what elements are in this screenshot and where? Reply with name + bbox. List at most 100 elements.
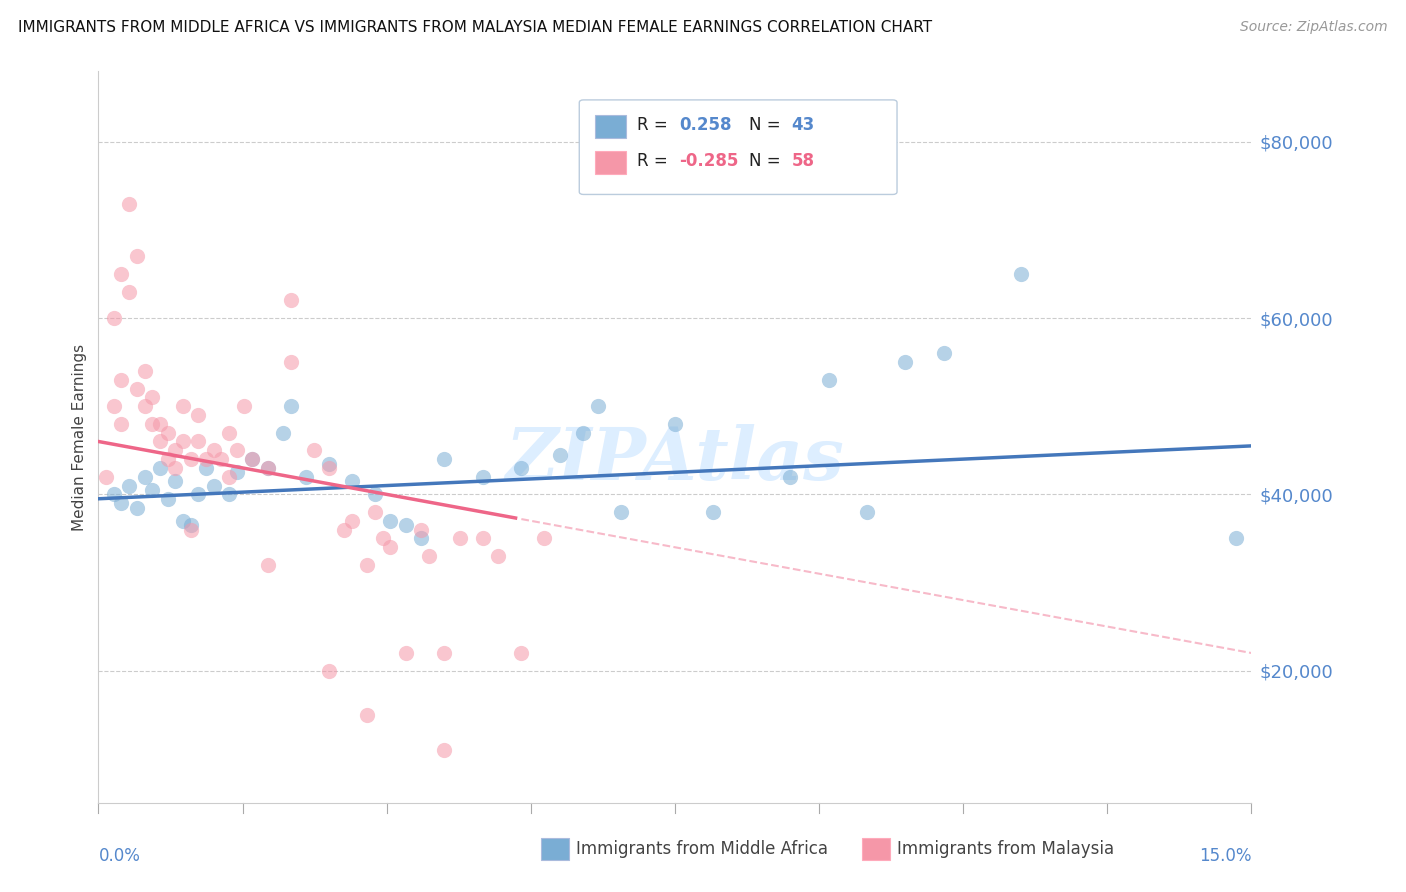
- Point: [103, 311, 125, 326]
- Point: [364, 487, 387, 501]
- Point: [134, 399, 156, 413]
- Point: [202, 443, 225, 458]
- Point: [411, 523, 433, 537]
- Point: [356, 707, 378, 722]
- Point: [141, 391, 163, 405]
- Point: [94, 469, 117, 483]
- Point: [856, 505, 879, 519]
- Text: R =: R =: [637, 116, 673, 134]
- Point: [318, 457, 340, 471]
- Point: [817, 373, 839, 387]
- Point: [471, 532, 494, 546]
- Point: [395, 646, 418, 660]
- Point: [256, 558, 278, 572]
- Point: [256, 461, 278, 475]
- Point: [110, 417, 132, 431]
- Point: [586, 399, 609, 413]
- Point: [533, 532, 555, 546]
- Point: [165, 461, 187, 475]
- Point: [187, 434, 209, 449]
- Point: [411, 532, 433, 546]
- Point: [380, 540, 402, 554]
- Point: [433, 743, 456, 757]
- Point: [779, 469, 801, 483]
- Point: [333, 523, 356, 537]
- Point: [395, 518, 418, 533]
- Point: [141, 417, 163, 431]
- Point: [233, 399, 256, 413]
- Point: [340, 474, 363, 488]
- Point: [225, 443, 247, 458]
- Text: Immigrants from Middle Africa: Immigrants from Middle Africa: [576, 840, 828, 858]
- Point: [1010, 267, 1032, 281]
- Point: [180, 523, 202, 537]
- Point: [218, 425, 240, 440]
- Point: [172, 399, 194, 413]
- Point: [118, 478, 141, 492]
- Point: [209, 452, 232, 467]
- Point: [380, 514, 402, 528]
- Point: [149, 434, 172, 449]
- Text: N =: N =: [749, 116, 786, 134]
- Point: [280, 399, 302, 413]
- Point: [165, 443, 187, 458]
- Text: Source: ZipAtlas.com: Source: ZipAtlas.com: [1240, 20, 1388, 34]
- Point: [548, 448, 571, 462]
- Point: [103, 487, 125, 501]
- Point: [356, 558, 378, 572]
- Text: Immigrants from Malaysia: Immigrants from Malaysia: [897, 840, 1114, 858]
- Text: IMMIGRANTS FROM MIDDLE AFRICA VS IMMIGRANTS FROM MALAYSIA MEDIAN FEMALE EARNINGS: IMMIGRANTS FROM MIDDLE AFRICA VS IMMIGRA…: [18, 20, 932, 35]
- Y-axis label: Median Female Earnings: Median Female Earnings: [72, 343, 87, 531]
- Point: [340, 514, 363, 528]
- Point: [180, 518, 202, 533]
- Point: [218, 487, 240, 501]
- Point: [134, 469, 156, 483]
- Point: [295, 469, 318, 483]
- Text: 0.0%: 0.0%: [98, 847, 141, 865]
- Text: 43: 43: [792, 116, 815, 134]
- Point: [418, 549, 440, 563]
- Point: [156, 491, 179, 506]
- Point: [318, 664, 340, 678]
- Point: [433, 452, 456, 467]
- Point: [165, 474, 187, 488]
- Point: [664, 417, 686, 431]
- Point: [125, 382, 148, 396]
- Point: [702, 505, 724, 519]
- Point: [486, 549, 509, 563]
- Point: [149, 461, 172, 475]
- Point: [110, 496, 132, 510]
- Text: 0.258: 0.258: [679, 116, 731, 134]
- Point: [302, 443, 325, 458]
- Point: [156, 425, 179, 440]
- Point: [149, 417, 172, 431]
- Point: [225, 466, 247, 480]
- Point: [318, 461, 340, 475]
- Point: [118, 285, 141, 299]
- Text: -0.285: -0.285: [679, 152, 738, 169]
- Point: [156, 452, 179, 467]
- Point: [218, 469, 240, 483]
- Point: [141, 483, 163, 497]
- Point: [125, 249, 148, 263]
- Point: [471, 469, 494, 483]
- Point: [125, 500, 148, 515]
- Point: [202, 478, 225, 492]
- Point: [180, 452, 202, 467]
- Point: [932, 346, 955, 360]
- Point: [172, 434, 194, 449]
- Point: [280, 355, 302, 369]
- Point: [134, 364, 156, 378]
- Point: [610, 505, 633, 519]
- Point: [187, 408, 209, 422]
- Point: [172, 514, 194, 528]
- Point: [118, 196, 141, 211]
- Text: R =: R =: [637, 152, 673, 169]
- Point: [371, 532, 394, 546]
- Point: [256, 461, 278, 475]
- Point: [433, 646, 456, 660]
- Point: [510, 461, 533, 475]
- Point: [280, 293, 302, 308]
- Point: [449, 532, 471, 546]
- Point: [1225, 532, 1247, 546]
